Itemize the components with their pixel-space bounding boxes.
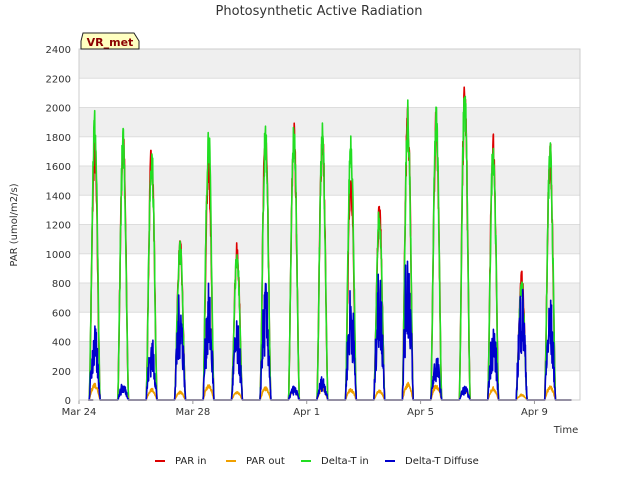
x-tick-label: Apr 9 bbox=[521, 407, 548, 418]
y-tick-label: 1600 bbox=[46, 162, 71, 173]
y-tick-label: 0 bbox=[65, 396, 71, 407]
y-tick-label: 1000 bbox=[46, 250, 71, 261]
y-tick-label: 1800 bbox=[46, 133, 71, 144]
x-tick-labels: Mar 24 Mar 28 Apr 1 Apr 5 Apr 9 bbox=[62, 400, 548, 418]
plot-band bbox=[79, 312, 580, 342]
site-label-box: VR_met bbox=[80, 32, 140, 50]
legend-label: PAR in bbox=[175, 456, 206, 467]
legend-label: PAR out bbox=[246, 456, 285, 467]
y-tick-label: 400 bbox=[52, 338, 71, 349]
legend-label: Delta-T in bbox=[321, 456, 369, 467]
y-tick-label: 800 bbox=[52, 279, 71, 290]
x-axis-label: Time bbox=[553, 425, 578, 436]
y-tick-label: 600 bbox=[52, 308, 71, 319]
legend: PAR in PAR out Delta-T in Delta-T Diffuse bbox=[155, 456, 479, 467]
y-tick-label: 2000 bbox=[46, 104, 71, 115]
legend-label: Delta-T Diffuse bbox=[405, 456, 479, 467]
x-tick-label: Apr 1 bbox=[293, 407, 320, 418]
x-tick-label: Mar 28 bbox=[175, 407, 210, 418]
y-axis-label: PAR (umol/m2/s) bbox=[9, 183, 20, 266]
site-label: VR_met bbox=[87, 36, 134, 49]
plot-frame bbox=[78, 48, 581, 401]
plot-band bbox=[79, 78, 580, 108]
y-tick-label: 200 bbox=[52, 367, 71, 378]
series-line-delta-t-in bbox=[87, 95, 572, 401]
y-tick-label: 1400 bbox=[46, 191, 71, 202]
plot-band bbox=[79, 166, 580, 196]
y-tick-labels: 0 200 400 600 800 1000 1200 1400 1600 1800 2000 220… bbox=[46, 45, 71, 407]
series-group bbox=[87, 86, 572, 401]
plot-band bbox=[79, 107, 580, 137]
x-tick-label: Mar 24 bbox=[62, 407, 97, 418]
plot-band bbox=[79, 136, 580, 166]
plot-band bbox=[79, 49, 580, 79]
x-tick-label: Apr 5 bbox=[407, 407, 434, 418]
y-tick-label: 1200 bbox=[46, 221, 71, 232]
plot-band bbox=[79, 195, 580, 225]
y-tick-label: 2400 bbox=[46, 45, 71, 56]
series-line-delta-t-diffuse bbox=[87, 260, 572, 401]
y-tick-label: 2200 bbox=[46, 74, 71, 85]
chart-title: Photosynthetic Active Radiation bbox=[216, 4, 423, 19]
